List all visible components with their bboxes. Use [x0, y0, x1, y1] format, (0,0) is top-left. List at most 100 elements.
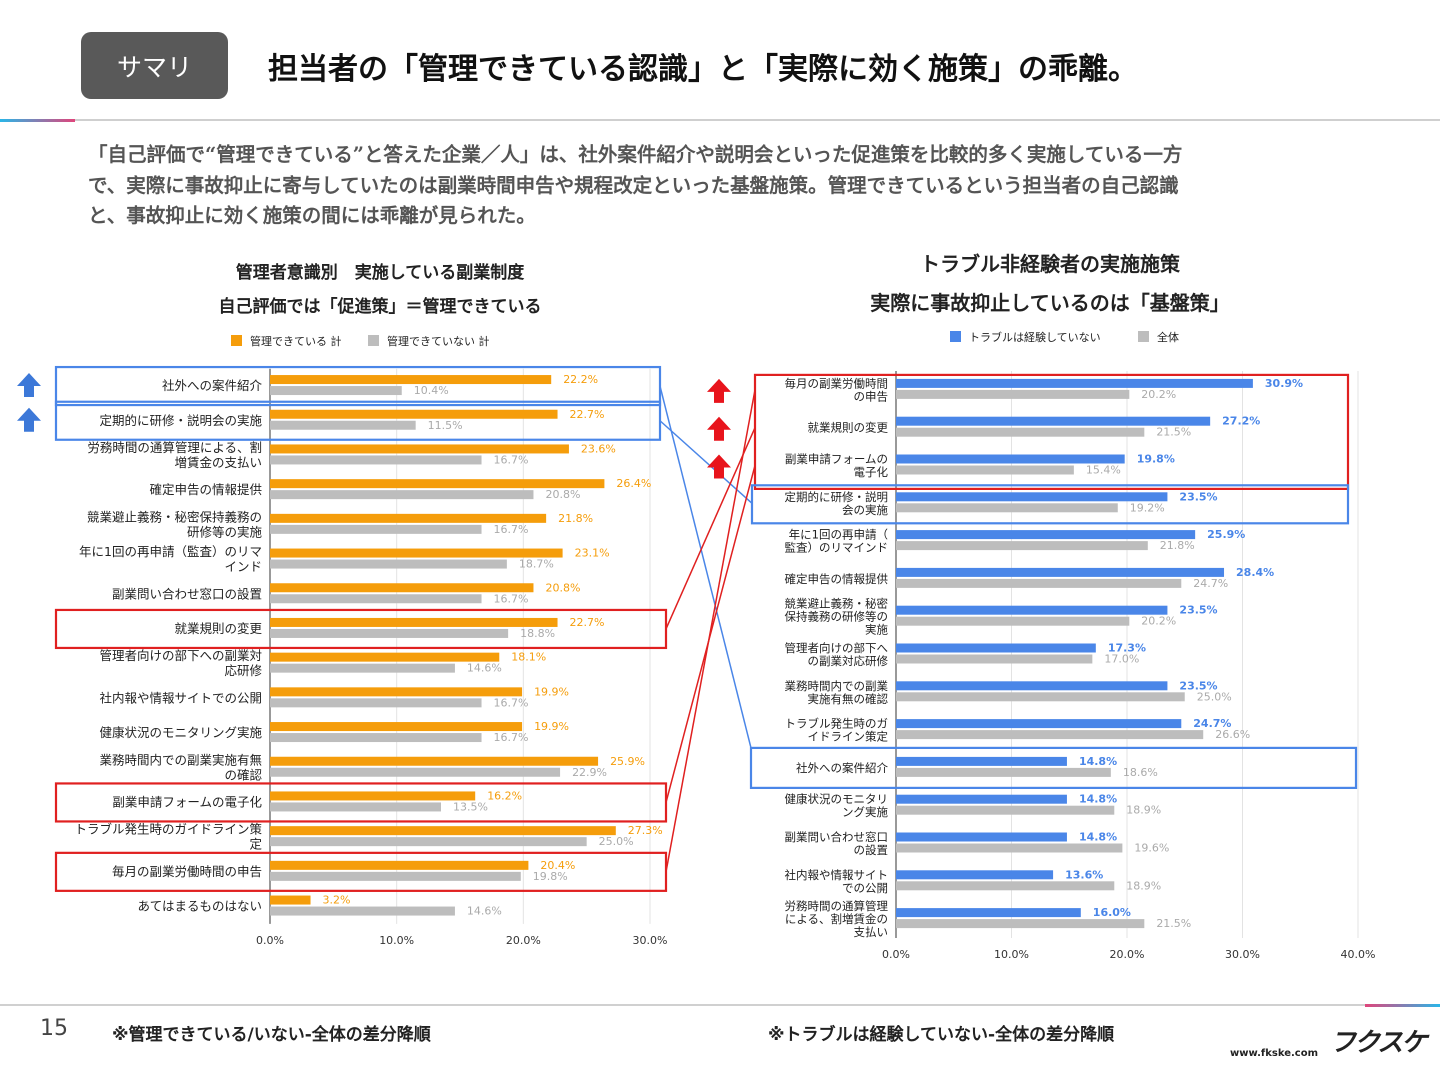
bar-left-primary — [270, 756, 599, 766]
data-label: 18.1% — [511, 651, 546, 664]
summary-line: 「自己評価で“管理できている”と答えた企業／人」は、社外案件紹介や説明会といった… — [88, 143, 1183, 166]
data-label: 20.8% — [545, 581, 580, 594]
data-label: 16.7% — [494, 731, 529, 744]
bar-right-secondary — [896, 881, 1115, 891]
category-label: 会の実施 — [842, 503, 888, 517]
highlight-box-blue — [750, 484, 1350, 525]
category-label: 実施 — [865, 623, 888, 637]
bar-right-secondary — [896, 654, 1093, 664]
category-label: 毎月の副業労働時間の申告 — [112, 864, 262, 879]
data-label: 26.6% — [1215, 728, 1250, 741]
data-label: 22.9% — [572, 766, 607, 779]
x-tick-label: 10.0% — [379, 934, 414, 947]
data-label: 14.8% — [1079, 793, 1117, 806]
category-label: トラブル発生時のガ — [785, 717, 889, 731]
category-label: の申告 — [854, 389, 889, 403]
right-footnote: ※トラブルは経験していない-全体の差分降順 — [768, 1025, 1115, 1045]
bar-left-primary — [270, 860, 529, 870]
data-label: 23.5% — [1179, 679, 1217, 692]
data-label: 23.5% — [1179, 604, 1217, 617]
up-arrow-icon — [17, 373, 41, 398]
bar-left-primary — [270, 409, 558, 419]
legend-swatch — [368, 335, 379, 346]
x-tick-label: 10.0% — [994, 948, 1029, 961]
summary-line: で、実際に事故抑止に寄与していたのは副業時間申告や規程改定といった基盤施策。管理… — [88, 173, 1179, 197]
data-label: 23.1% — [575, 547, 610, 560]
data-label: 19.9% — [534, 685, 569, 698]
header-divider-accent — [0, 119, 75, 122]
footer-divider — [0, 1004, 1440, 1006]
left-chart-subtitle: 自己評価では「促進策」＝管理できている — [218, 297, 542, 317]
category-label: での公開 — [842, 881, 888, 895]
category-label: あてはまるものはない — [137, 899, 262, 914]
bar-left-secondary — [270, 420, 416, 430]
legend-label: トラブルは経験していない — [969, 330, 1101, 344]
category-label: 副業申請フォームの電子化 — [112, 794, 262, 809]
data-label: 14.8% — [1079, 831, 1117, 844]
data-label: 14.6% — [467, 905, 502, 918]
category-label: による、割増賃金の — [785, 912, 888, 926]
data-label: 22.7% — [570, 408, 605, 421]
category-label: 定期的に研修・説明会の実施 — [99, 413, 262, 428]
bar-left-primary — [270, 722, 523, 732]
category-label: 社外への案件紹介 — [796, 761, 888, 775]
data-label: 26.4% — [616, 477, 651, 490]
data-label: 14.8% — [1079, 755, 1117, 768]
data-label: 18.9% — [1126, 879, 1161, 892]
bar-left-secondary — [270, 594, 482, 604]
bar-left-secondary — [270, 559, 507, 569]
data-label: 21.5% — [1156, 917, 1191, 930]
bar-left-secondary — [270, 767, 561, 777]
bar-right-primary — [896, 832, 1067, 842]
header-divider — [0, 119, 1440, 121]
category-label: 社外への案件紹介 — [162, 378, 263, 393]
data-label: 25.0% — [1197, 690, 1232, 703]
category-label: 定期的に研修・説明 — [785, 490, 889, 504]
category-label: イドライン策定 — [808, 730, 889, 744]
bar-left-secondary — [270, 490, 534, 500]
data-label: 23.6% — [581, 442, 616, 455]
data-label: 16.7% — [494, 696, 529, 709]
connector-line — [659, 385, 752, 749]
bar-right-secondary — [896, 427, 1145, 437]
data-label: 16.0% — [1093, 906, 1131, 919]
legend-swatch — [1138, 331, 1149, 342]
data-label: 21.8% — [558, 512, 593, 525]
bar-right-secondary — [896, 919, 1145, 929]
category-label: トラブル発生時のガイドライン策 — [74, 822, 262, 837]
data-label: 15.4% — [1086, 464, 1121, 477]
category-label: 管理者向けの部下への副業対 — [99, 648, 262, 663]
data-label: 24.7% — [1193, 717, 1231, 730]
bar-left-primary — [270, 444, 569, 454]
data-label: 21.5% — [1156, 426, 1191, 439]
footer-divider-accent — [1365, 1004, 1440, 1007]
bar-right-primary — [896, 870, 1054, 880]
highlight-box-red — [753, 373, 1350, 490]
category-label: 労務時間の通算管理 — [785, 899, 889, 913]
data-label: 20.2% — [1141, 615, 1176, 628]
category-label: 定 — [249, 837, 262, 852]
category-label: 業務時間内での副業 — [785, 679, 889, 693]
data-label: 16.7% — [494, 592, 529, 605]
category-label: 保持義務の研修等の — [785, 610, 889, 624]
category-label: 応研修 — [224, 663, 262, 678]
page-number: 15 — [40, 1016, 68, 1041]
bar-right-secondary — [896, 692, 1185, 702]
connector-line — [665, 427, 756, 630]
bar-left-secondary — [270, 524, 482, 534]
category-label: 副業問い合わせ窓口の設置 — [112, 586, 262, 601]
company-url: www.fkske.com — [1230, 1048, 1319, 1059]
data-label: 27.2% — [1222, 415, 1260, 428]
summary-badge: サマリ — [81, 32, 228, 99]
legend-label: 管理できている 計 — [250, 334, 342, 348]
data-label: 19.8% — [533, 870, 568, 883]
bar-left-secondary — [270, 628, 509, 638]
legend-label: 全体 — [1157, 330, 1179, 344]
category-label: 毎月の副業労働時間 — [785, 376, 889, 390]
bar-left-secondary — [270, 733, 482, 743]
category-label: 競業避止義務・秘密保持義務の — [87, 509, 262, 524]
bar-left-primary — [270, 375, 552, 385]
data-label: 24.7% — [1193, 577, 1228, 590]
data-label: 18.8% — [520, 627, 555, 640]
up-arrow-icon — [707, 378, 731, 403]
